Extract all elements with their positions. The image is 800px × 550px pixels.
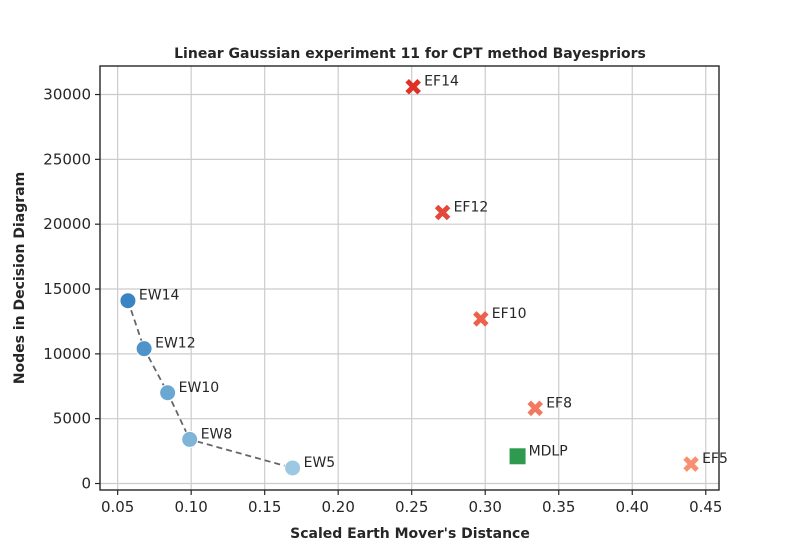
grid-layer (100, 66, 719, 490)
data-point-x (527, 400, 543, 417)
data-label: EW5 (304, 455, 336, 471)
plot-frame (99, 65, 720, 491)
y-tick-label: 10000 (43, 345, 91, 363)
data-label: EW14 (139, 288, 180, 304)
data-point-square (509, 448, 526, 465)
data-label: EW10 (179, 380, 220, 396)
marker-layer: EW14 EW12 EW10 EW8 EW5 EF14 EF12 EF10 EF8 EF5 MDLP (119, 74, 728, 477)
data-label: EF14 (424, 74, 459, 90)
y-tick-label: 0 (81, 475, 91, 493)
data-label: EW12 (155, 336, 196, 352)
data-point-circle (159, 384, 177, 402)
tick-layer: 0.05 0.10 0.15 0.20 0.25 0.30 0.35 0.40 0.45 0 500… (43, 86, 722, 516)
x-tick-label: 0.30 (469, 498, 502, 516)
data-point-x (683, 456, 699, 472)
x-tick-label: 0.40 (616, 498, 649, 516)
data-point-x (473, 311, 489, 327)
y-axis-label: Nodes in Decision Diagram (12, 172, 28, 384)
data-point-circle (181, 430, 199, 448)
x-tick-label: 0.15 (248, 498, 281, 516)
y-tick-label: 5000 (53, 410, 91, 428)
data-point-circle (119, 292, 137, 310)
chart-title: Linear Gaussian experiment 11 for CPT me… (174, 46, 646, 62)
x-tick-label: 0.20 (321, 498, 354, 516)
y-tick-label: 20000 (43, 215, 91, 233)
x-tick-label: 0.10 (174, 498, 207, 516)
data-label: EF10 (492, 306, 527, 322)
x-tick-label: 0.45 (689, 498, 722, 516)
x-tick-label: 0.35 (542, 498, 575, 516)
data-label: EF8 (546, 395, 572, 411)
data-point-x (405, 78, 421, 95)
y-tick-label: 25000 (43, 150, 91, 168)
y-tick-label: 30000 (43, 86, 91, 104)
data-point-circle (284, 459, 302, 477)
data-label: EF12 (454, 200, 489, 216)
y-tick-label: 15000 (43, 280, 91, 298)
x-tick-label: 0.05 (101, 498, 134, 516)
data-label: EW8 (201, 426, 233, 442)
x-axis-label: Scaled Earth Mover's Distance (290, 526, 530, 542)
x-tick-label: 0.25 (395, 498, 428, 516)
data-label: MDLP (529, 443, 568, 459)
data-point-x (434, 204, 451, 221)
data-point-circle (135, 340, 153, 358)
data-label: EF5 (702, 451, 728, 467)
